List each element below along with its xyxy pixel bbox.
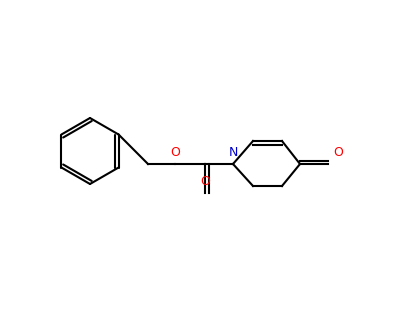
Text: N: N: [228, 146, 238, 159]
Text: O: O: [170, 146, 180, 159]
Text: O: O: [333, 146, 343, 159]
Text: O: O: [200, 175, 210, 188]
